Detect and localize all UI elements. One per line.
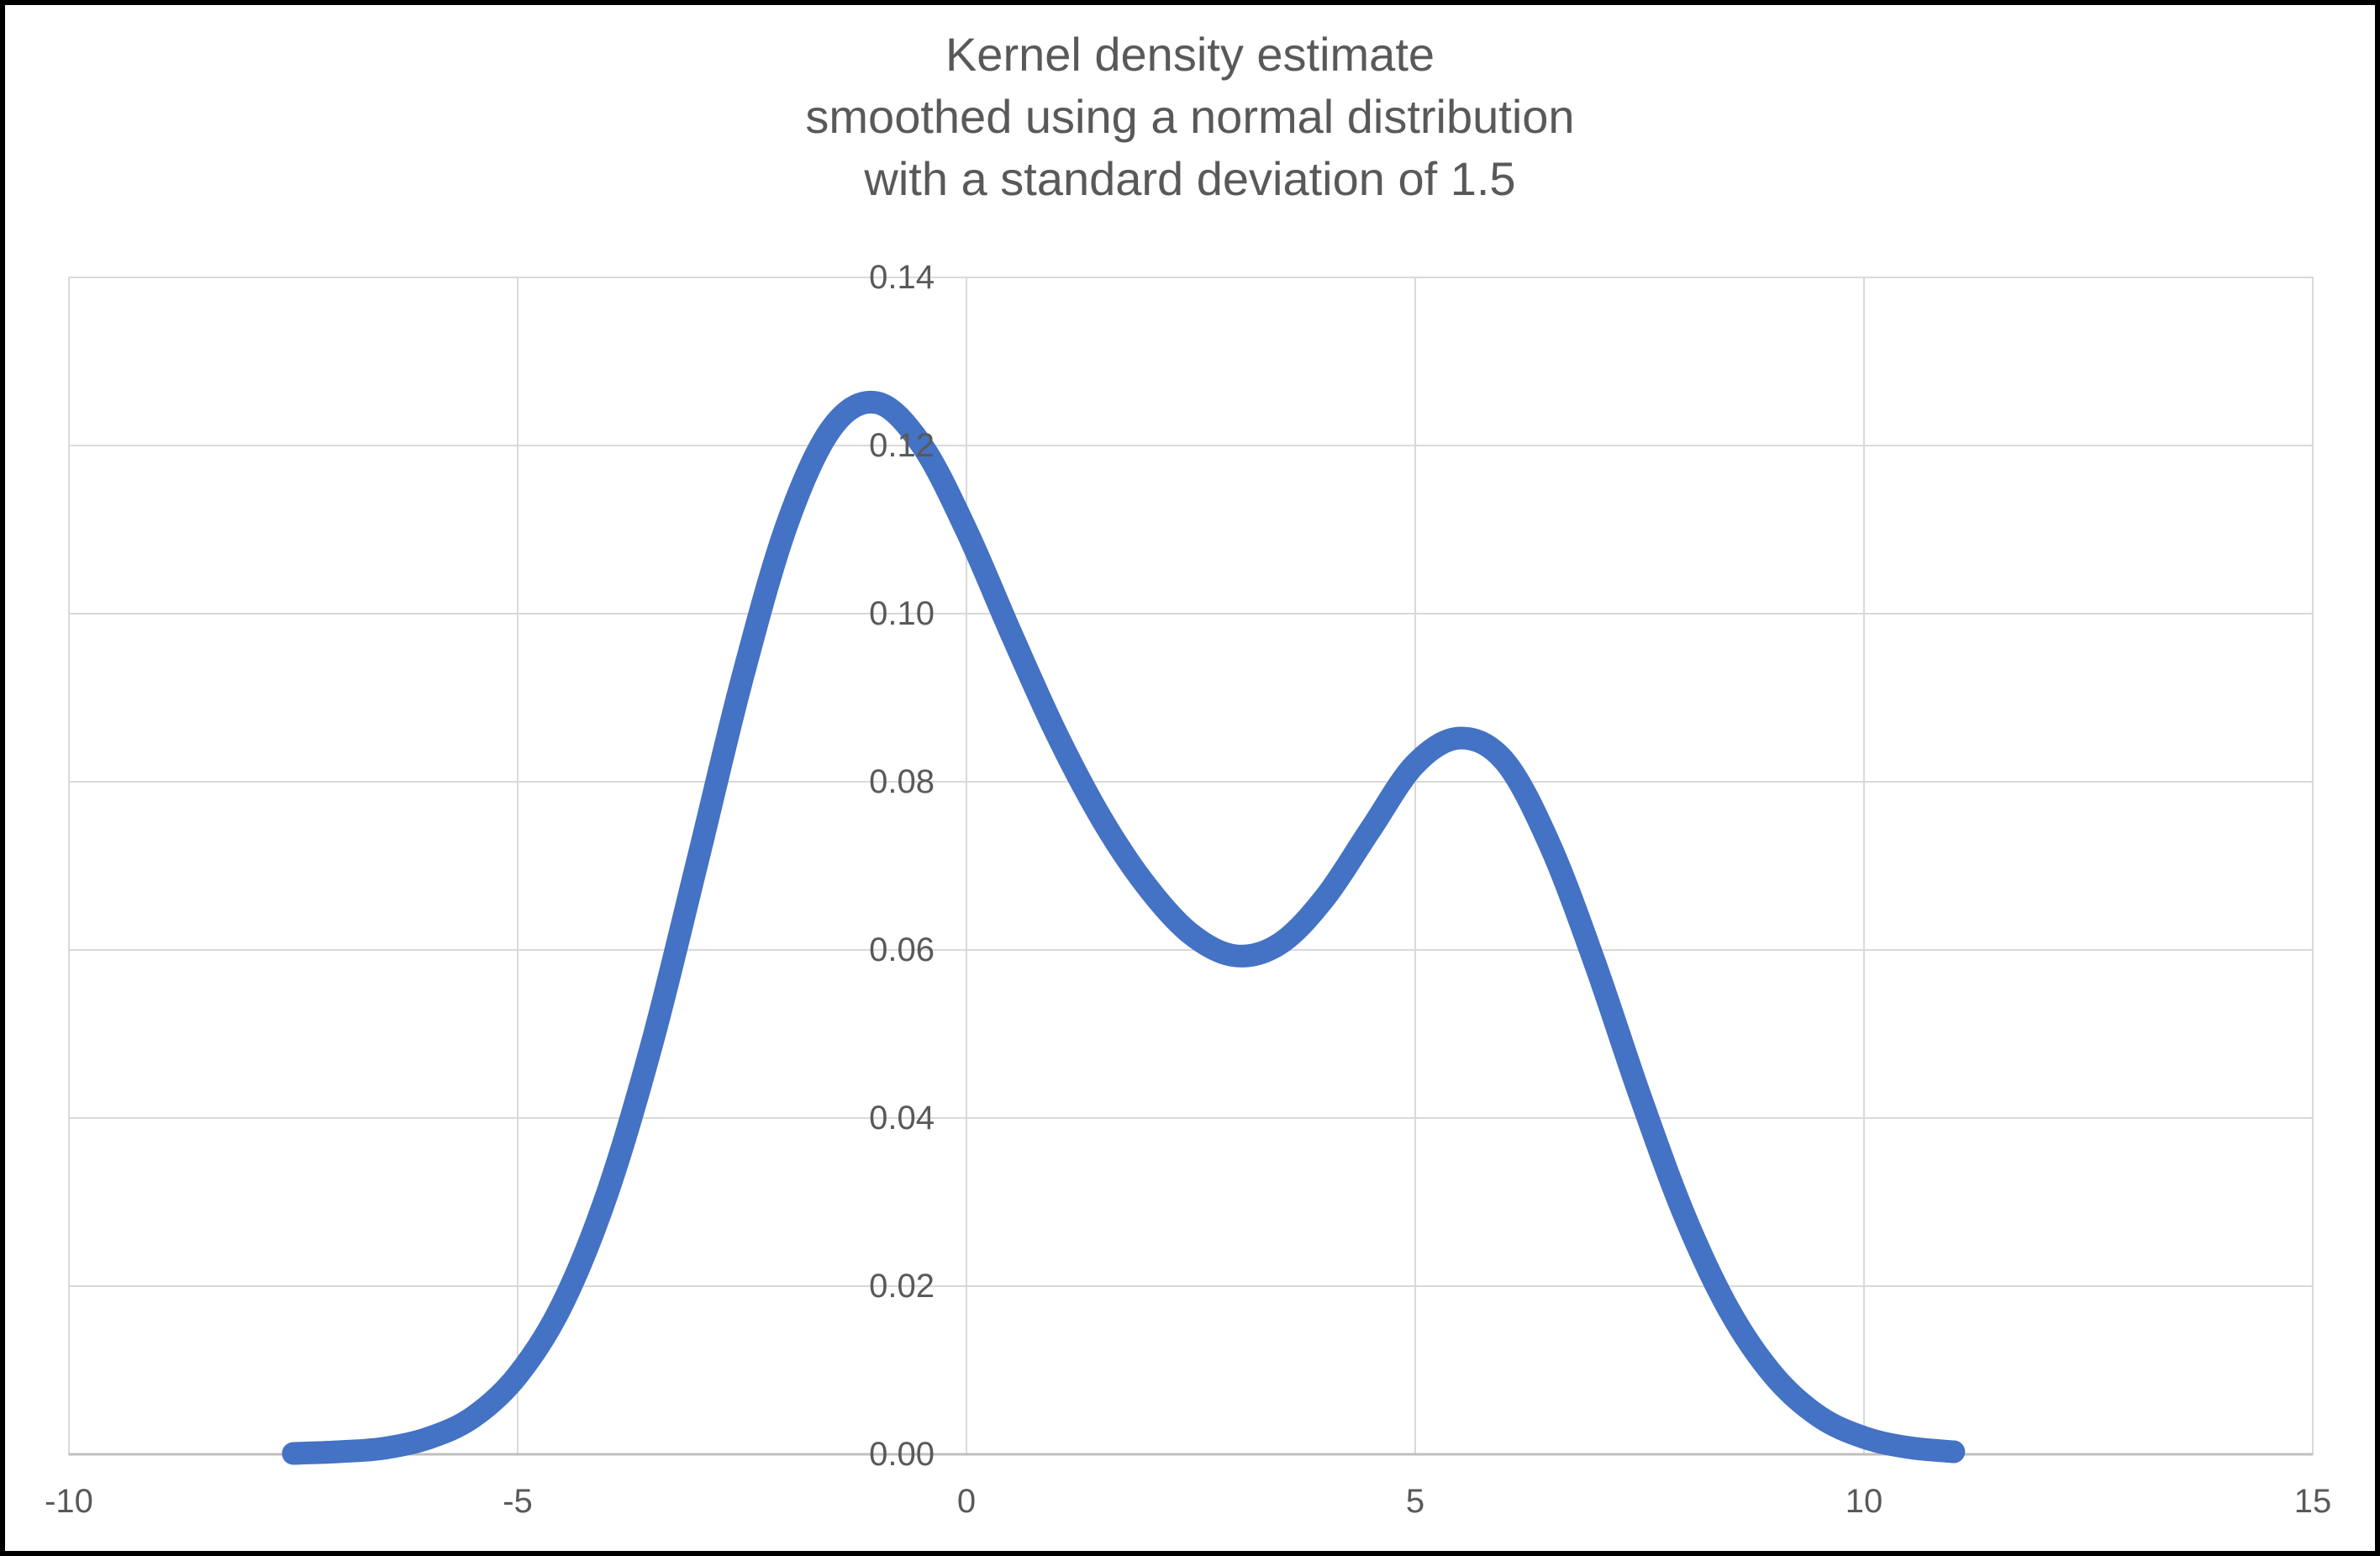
x-tick-label: 5 (1406, 1483, 1424, 1520)
x-tick-label: 10 (1846, 1483, 1883, 1520)
chart-title-line-3: with a standard deviation of 1.5 (864, 152, 1516, 205)
chart-title-line-1: Kernel density estimate (945, 28, 1435, 81)
y-tick-label: 0.10 (869, 595, 935, 632)
plot-border (68, 277, 2314, 1455)
y-tick-label: 0.02 (869, 1268, 935, 1305)
chart-title: Kernel density estimate smoothed using a… (0, 24, 2380, 210)
kde-curve (282, 390, 1966, 1465)
x-tick-label: -10 (45, 1483, 93, 1520)
x-tick-label: 15 (2294, 1483, 2332, 1520)
y-tick-label: 0.08 (869, 763, 935, 800)
y-tick-label: 0.04 (869, 1100, 935, 1137)
y-tick-label: 0.06 (869, 931, 935, 968)
x-tick-label: 0 (957, 1483, 976, 1520)
y-tick-label: 0.14 (869, 259, 935, 296)
y-tick-label: 0.00 (869, 1436, 935, 1473)
chart-title-line-2: smoothed using a normal distribution (805, 90, 1575, 143)
x-tick-label: -5 (503, 1483, 533, 1520)
y-tick-label: 0.12 (869, 427, 935, 464)
